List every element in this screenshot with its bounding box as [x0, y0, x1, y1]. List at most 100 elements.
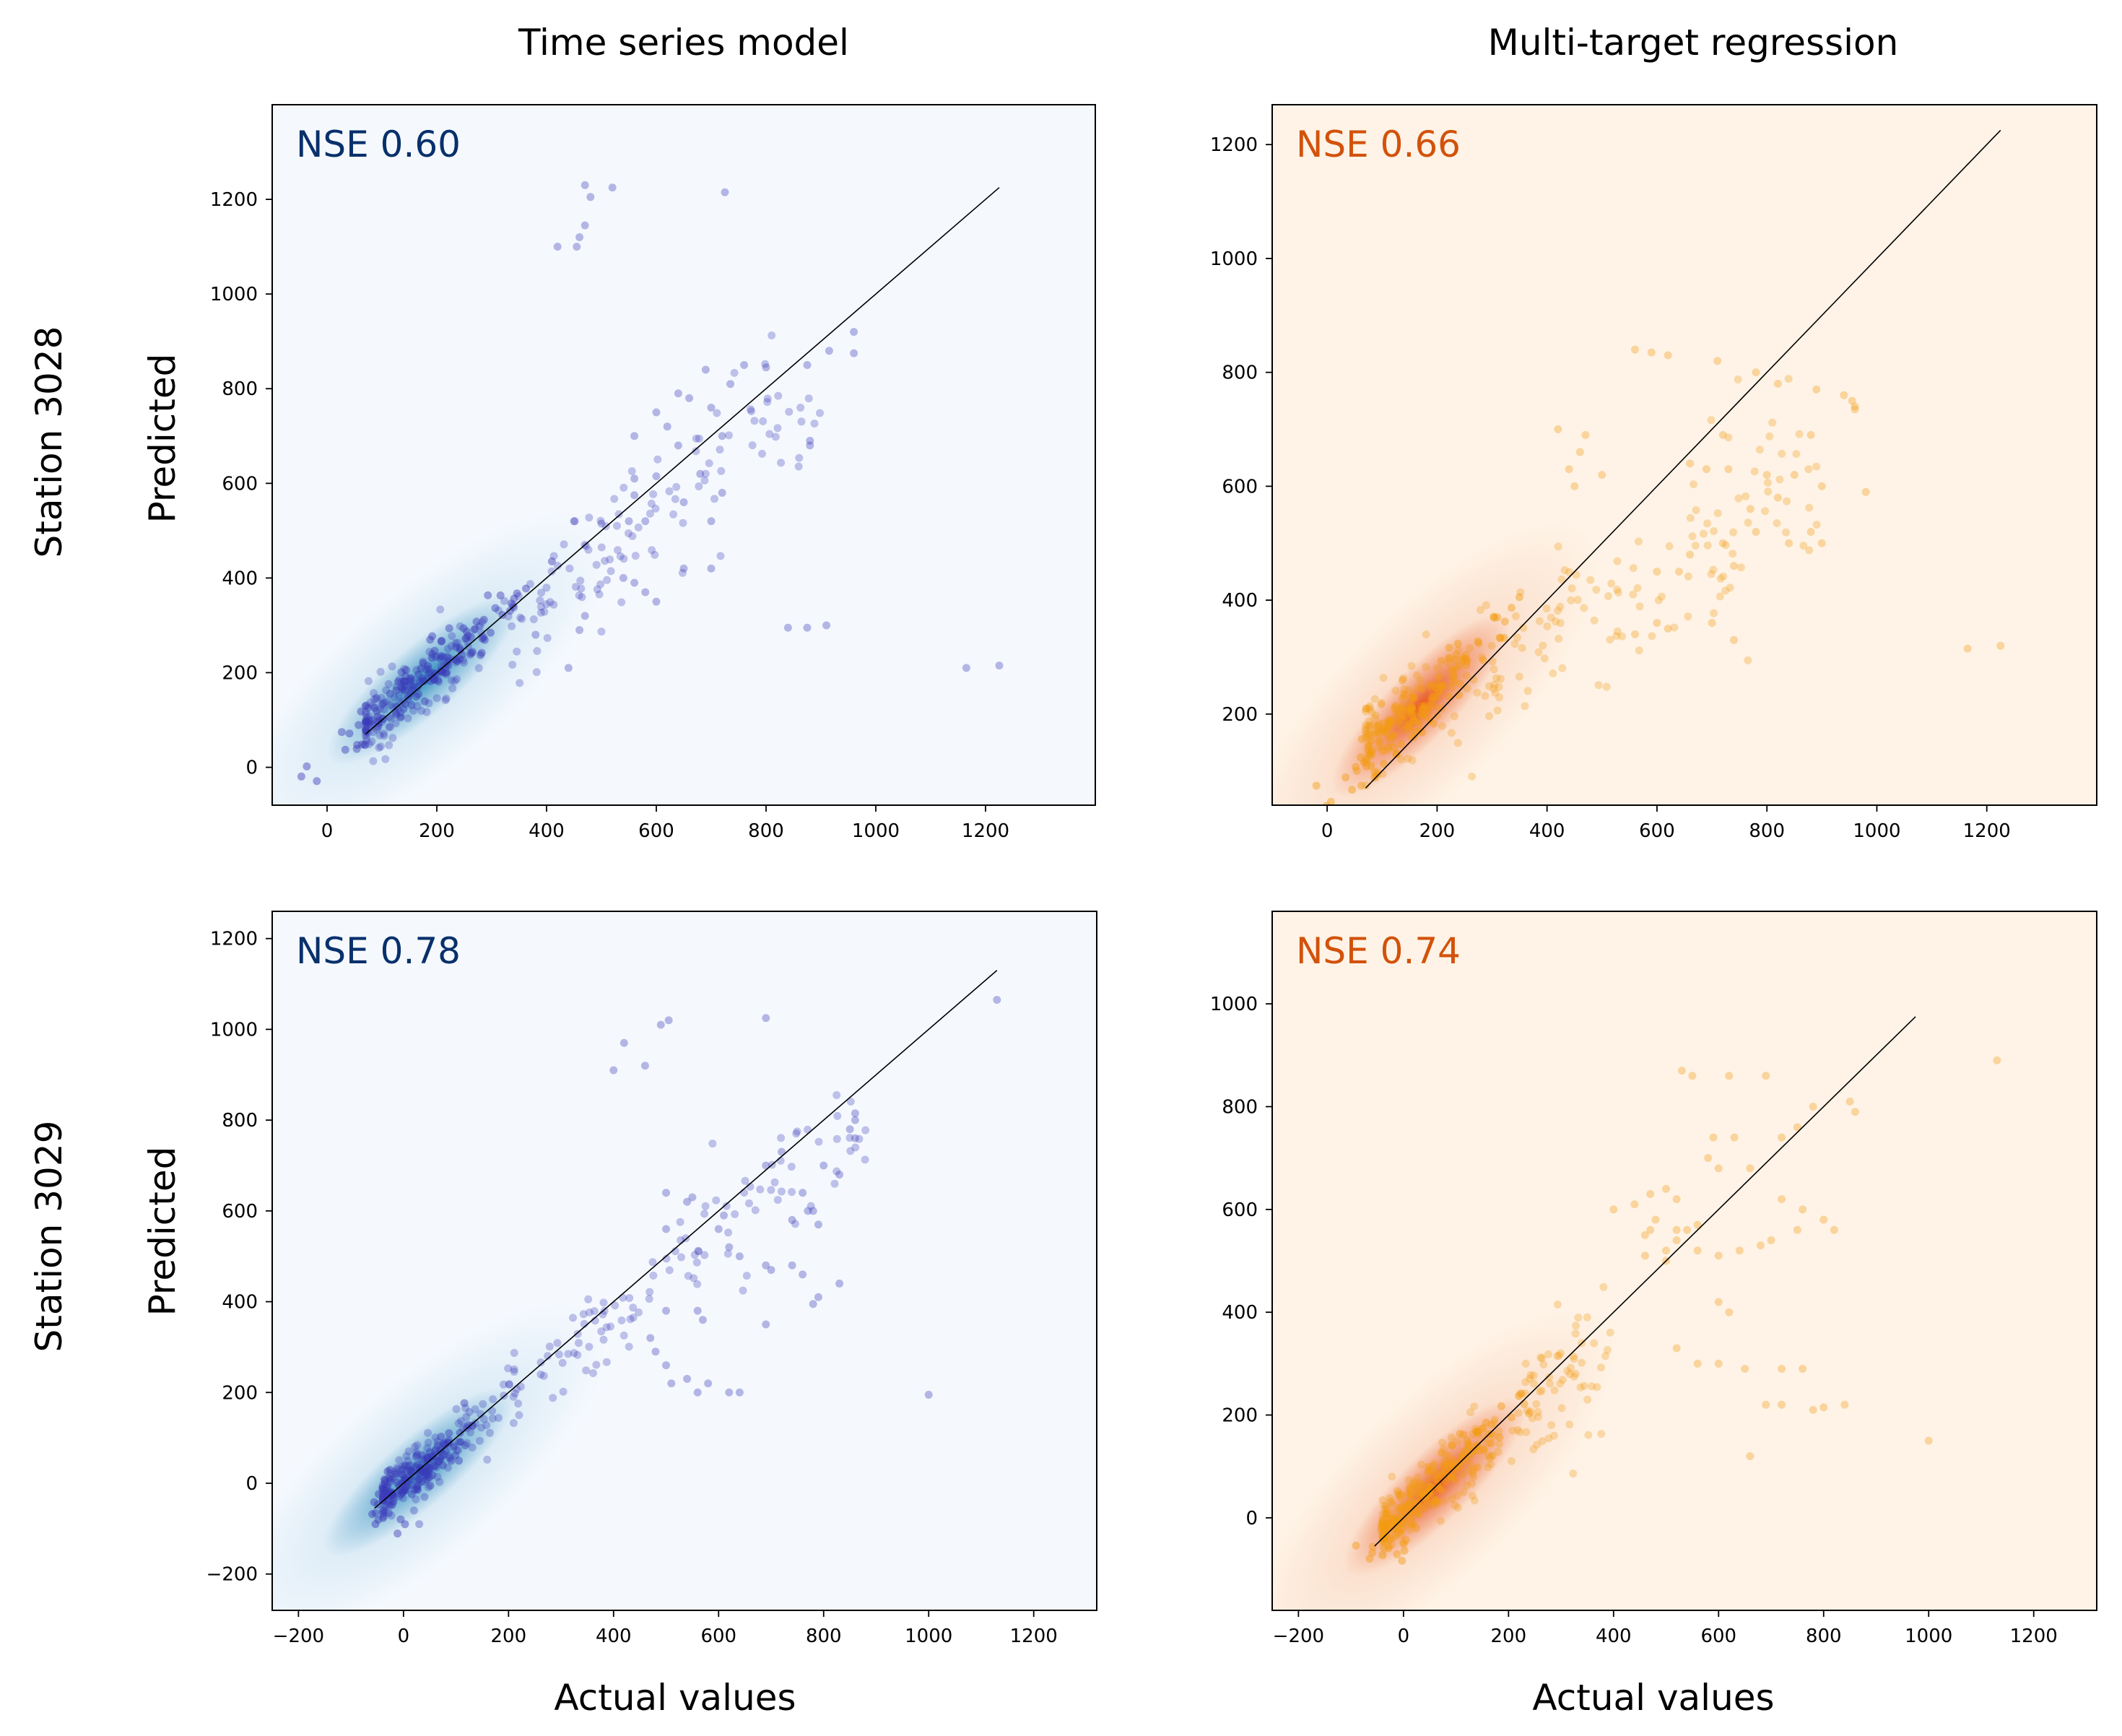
data-point — [685, 394, 694, 402]
y-tick-label: 800 — [222, 1110, 258, 1132]
cloud-point — [476, 1436, 484, 1445]
data-point — [1725, 1308, 1734, 1316]
data-points-top-left — [531, 181, 1004, 672]
core-point — [1474, 637, 1482, 646]
cloud-point — [423, 1444, 432, 1452]
cloud-point — [379, 729, 388, 738]
cloud-point — [1362, 757, 1370, 765]
cloud-point — [488, 1414, 497, 1423]
cloud-point — [1453, 1503, 1462, 1512]
cloud-point — [508, 622, 516, 630]
core-point — [419, 659, 427, 667]
cloud-point — [479, 1415, 488, 1423]
core-point — [445, 1436, 453, 1444]
cloud-point — [1399, 1538, 1407, 1547]
core-point — [480, 635, 489, 644]
core-point — [491, 604, 500, 612]
data-point — [1662, 1246, 1671, 1255]
cloud-point — [391, 719, 400, 728]
data-point — [1653, 568, 1661, 576]
core-point — [389, 1494, 398, 1503]
cloud-point — [682, 1234, 690, 1243]
cloud-point — [1370, 773, 1378, 782]
core-point — [406, 677, 414, 686]
axes-frame-bottom-left — [271, 911, 1097, 1611]
cloud-point — [436, 605, 445, 614]
cloud-point — [695, 434, 703, 443]
core-point — [1517, 1389, 1526, 1398]
cloud-point — [412, 666, 421, 674]
cloud-point — [452, 1405, 461, 1413]
cloud-point — [1396, 1494, 1405, 1503]
cloud-point — [1391, 1520, 1400, 1529]
cloud-point — [413, 702, 422, 711]
cloud-point — [585, 513, 593, 522]
cloud-point — [1658, 592, 1666, 601]
cloud-point — [1544, 1434, 1553, 1443]
cloud-point — [1444, 659, 1453, 667]
data-point — [995, 661, 1004, 670]
data-point — [652, 472, 661, 480]
cloud-point — [645, 509, 654, 518]
core-point — [1441, 1477, 1450, 1486]
cloud-point — [653, 455, 662, 464]
cloud-point — [1451, 1474, 1459, 1483]
cloud-point — [1526, 1407, 1535, 1416]
core-point — [1385, 733, 1393, 742]
cloud-point — [745, 1199, 753, 1207]
data-point — [762, 363, 770, 372]
cloud-point — [386, 714, 395, 723]
cloud-point — [424, 1471, 432, 1480]
core-point — [357, 740, 366, 749]
core-point — [1438, 1485, 1445, 1494]
cloud-point — [1469, 1430, 1477, 1438]
cloud-point — [751, 1206, 760, 1215]
cloud-point — [1378, 729, 1386, 737]
data-point — [814, 1220, 822, 1229]
data-point — [1672, 1195, 1681, 1204]
core-point — [378, 700, 386, 709]
cloud-point — [731, 1210, 739, 1218]
cloud-point — [1362, 759, 1370, 768]
core-point — [477, 648, 486, 657]
data-point — [619, 573, 627, 582]
core-point — [422, 1470, 431, 1478]
cloud-point — [386, 1466, 394, 1475]
core-point — [398, 1465, 406, 1474]
cloud-point — [676, 1218, 684, 1226]
cloud-point — [413, 1441, 422, 1449]
cloud-point — [471, 1405, 479, 1414]
core-point — [404, 1473, 413, 1482]
x-tick-label: −200 — [1273, 1626, 1324, 1647]
data-point — [693, 1388, 702, 1397]
y-tick-label: −200 — [206, 1564, 258, 1586]
x-tick-label: 400 — [1529, 820, 1565, 842]
core-point — [1368, 1548, 1377, 1557]
cloud-point — [649, 490, 658, 498]
core-point — [424, 661, 432, 670]
core-point — [401, 1485, 409, 1493]
cloud-point — [1522, 1428, 1531, 1436]
cloud-point — [617, 1316, 626, 1324]
core-point — [1392, 750, 1401, 758]
cloud-point — [1485, 682, 1493, 690]
cloud-point — [393, 1489, 402, 1498]
core-point — [413, 1485, 421, 1493]
cloud-point — [570, 1349, 578, 1358]
core-point — [418, 677, 427, 685]
cloud-point — [379, 1490, 388, 1499]
data-point — [1746, 1451, 1754, 1460]
cloud-point — [617, 598, 626, 607]
data-point — [1752, 527, 1760, 536]
cloud-point — [599, 1298, 608, 1307]
x-tick-label: 800 — [1749, 820, 1785, 842]
cloud-point — [429, 1451, 438, 1460]
cloud-point — [1385, 1535, 1393, 1543]
core-point — [1490, 613, 1498, 622]
cloud-point — [1386, 1494, 1394, 1502]
core-point — [1392, 708, 1401, 716]
cloud-point — [372, 693, 381, 702]
cloud-point — [1430, 1496, 1438, 1504]
data-point — [1773, 493, 1782, 502]
core-point — [456, 643, 464, 652]
